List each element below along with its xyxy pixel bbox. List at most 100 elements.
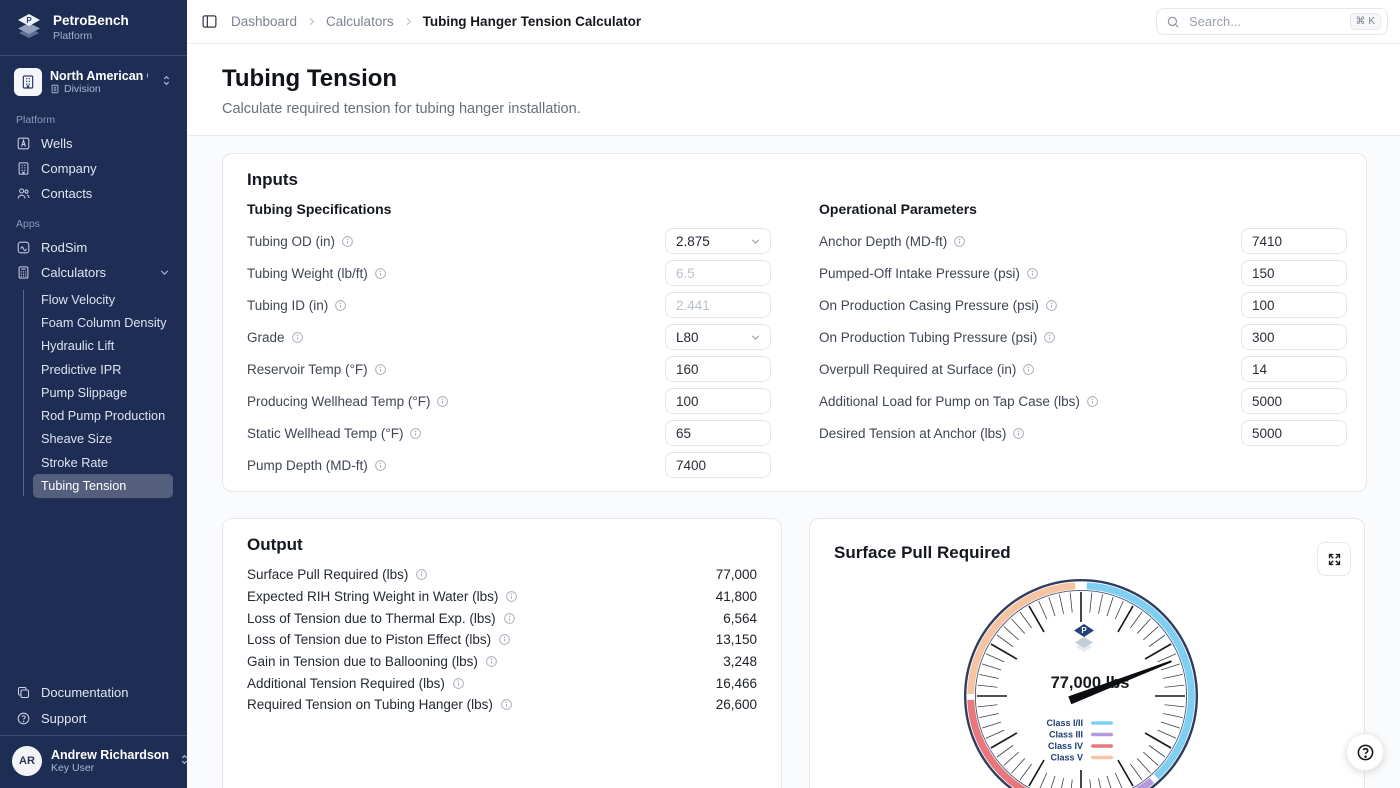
- field-input: [665, 292, 771, 318]
- output-label: Surface Pull Required (lbs): [247, 567, 428, 582]
- field-input: [665, 420, 771, 446]
- input-field-row: Pumped-Off Intake Pressure (psi): [819, 257, 1347, 289]
- field-select[interactable]: 2.875: [665, 228, 771, 254]
- info-icon: [500, 698, 513, 711]
- info-icon: [498, 633, 511, 646]
- output-label: Required Tension on Tubing Hanger (lbs): [247, 697, 513, 712]
- expand-icon: [1328, 553, 1340, 565]
- search-input[interactable]: [1187, 13, 1343, 30]
- input-field-row: Producing Wellhead Temp (°F): [247, 385, 771, 417]
- info-icon: [1086, 395, 1099, 408]
- field-label-text: Additional Load for Pump on Tap Case (lb…: [819, 393, 1080, 409]
- info-icon: [505, 590, 518, 603]
- rodsim-app-icon: [16, 240, 31, 255]
- field-input-value[interactable]: [1252, 297, 1338, 313]
- field-label: Static Wellhead Temp (°F): [247, 426, 422, 441]
- search-icon: [1166, 15, 1180, 29]
- field-input-value[interactable]: [1252, 425, 1338, 441]
- sidebar-item-wells[interactable]: Wells: [0, 131, 187, 156]
- sidebar-item-tubing-tension[interactable]: Tubing Tension: [33, 474, 173, 498]
- output-value: 13,150: [715, 632, 757, 648]
- sidebar-toggle-icon[interactable]: [201, 13, 218, 30]
- field-input-value[interactable]: [1252, 329, 1338, 345]
- info-icon: [1012, 427, 1025, 440]
- field-input-value: [676, 265, 762, 281]
- sidebar-item-label: Contacts: [41, 186, 93, 201]
- chevrons-up-down-icon: [160, 74, 173, 90]
- sidebar-item-rodsim[interactable]: RodSim: [0, 235, 187, 260]
- chevrons-up-down-icon: [178, 753, 191, 769]
- breadcrumb-item[interactable]: Dashboard: [231, 14, 298, 29]
- input-field-row: Tubing Weight (lb/ft): [247, 257, 771, 289]
- info-icon: [291, 331, 304, 344]
- select-value: 2.875: [676, 233, 710, 249]
- chevron-down-icon: [749, 235, 762, 248]
- field-input: [1241, 356, 1347, 382]
- field-label-text: Pumped-Off Intake Pressure (psi): [819, 265, 1020, 281]
- field-input-value[interactable]: [1252, 265, 1338, 281]
- field-input-value[interactable]: [676, 361, 762, 377]
- calculator-icon: [16, 265, 31, 280]
- sidebar-item-company[interactable]: Company: [0, 156, 187, 181]
- info-icon: [485, 655, 498, 668]
- gauge-segment: [1135, 777, 1155, 788]
- input-field-row: Tubing ID (in): [247, 289, 771, 321]
- sidebar-item-rod-pump-production[interactable]: Rod Pump Production: [41, 409, 166, 424]
- field-input-value[interactable]: [676, 393, 762, 409]
- info-icon: [409, 427, 422, 440]
- expand-button[interactable]: [1317, 542, 1351, 576]
- sidebar-item-documentation[interactable]: Documentation: [0, 679, 187, 705]
- info-icon: [415, 568, 428, 581]
- breadcrumb-item[interactable]: Calculators: [326, 14, 394, 29]
- sidebar-item-calculators[interactable]: Calculators: [0, 260, 187, 285]
- user-menu[interactable]: AR Andrew Richardson Key User: [0, 735, 188, 788]
- field-input-value[interactable]: [676, 425, 762, 441]
- field-label: Overpull Required at Surface (in): [819, 362, 1035, 377]
- field-label-text: Static Wellhead Temp (°F): [247, 425, 404, 441]
- sidebar-item-contacts[interactable]: Contacts: [0, 181, 187, 206]
- field-input-value[interactable]: [1252, 233, 1338, 249]
- user-name: Andrew Richardson: [51, 748, 170, 762]
- sidebar-item-stroke-rate[interactable]: Stroke Rate: [41, 455, 108, 470]
- gauge-legend-label: Class V: [1050, 753, 1083, 763]
- search-box[interactable]: ⌘ K: [1156, 8, 1388, 35]
- field-label-text: Producing Wellhead Temp (°F): [247, 393, 431, 409]
- gauge-logo-icon: P: [1074, 624, 1094, 652]
- field-input-value[interactable]: [1252, 393, 1338, 409]
- org-selector[interactable]: North American Opera Division: [10, 64, 177, 100]
- field-input: [665, 388, 771, 414]
- field-select[interactable]: L80: [665, 324, 771, 350]
- help-button[interactable]: [1346, 733, 1384, 771]
- svg-text:P: P: [26, 16, 32, 25]
- division-building-icon: [51, 84, 59, 94]
- sidebar-item-hydraulic-lift[interactable]: Hydraulic Lift: [41, 339, 115, 354]
- sidebar-item-label: RodSim: [41, 240, 88, 255]
- org-building-icon: [14, 68, 42, 96]
- sidebar-item-pump-slippage[interactable]: Pump Slippage: [41, 385, 128, 400]
- sidebar-item-support[interactable]: Support: [0, 705, 187, 731]
- page-subtitle: Calculate required tension for tubing ha…: [222, 101, 581, 117]
- field-label-text: Tubing Weight (lb/ft): [247, 265, 368, 281]
- field-label: Tubing ID (in): [247, 298, 347, 313]
- field-label: Grade: [247, 330, 304, 345]
- field-label-text: Reservoir Temp (°F): [247, 361, 368, 377]
- sidebar-item-foam-column-density[interactable]: Foam Column Density: [41, 315, 167, 330]
- sidebar-item-predictive-ipr[interactable]: Predictive IPR: [41, 362, 122, 377]
- sidebar-item-label: Calculators: [41, 265, 107, 280]
- sidebar-nav: Platform Wells Company Contacts Apps RodSim Ca…: [0, 102, 187, 498]
- gauge-needle: [1068, 660, 1172, 705]
- field-label-text: On Production Tubing Pressure (psi): [819, 329, 1038, 345]
- field-label: Pumped-Off Intake Pressure (psi): [819, 266, 1039, 281]
- info-icon: [452, 677, 465, 690]
- info-icon: [334, 299, 347, 312]
- output-row: Gain in Tension due to Ballooning (lbs) 3…: [247, 651, 757, 673]
- input-group-heading: Operational Parameters: [819, 201, 977, 217]
- help-icon: [1357, 744, 1373, 760]
- surface-pull-gauge: P 77,000 lbs Class I/II Class III Class IV Cl…: [961, 576, 1201, 788]
- sidebar-item-flow-velocity[interactable]: Flow Velocity: [41, 292, 116, 307]
- select-value: L80: [676, 329, 699, 345]
- field-input: [1241, 292, 1347, 318]
- sidebar-item-sheave-size[interactable]: Sheave Size: [41, 432, 113, 447]
- field-input-value[interactable]: [676, 457, 762, 473]
- field-input-value[interactable]: [1252, 361, 1338, 377]
